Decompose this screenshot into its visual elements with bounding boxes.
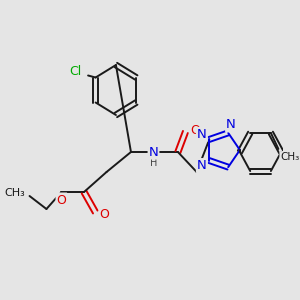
Text: N: N (197, 159, 207, 172)
Text: O: O (100, 208, 110, 220)
Text: H: H (150, 158, 157, 168)
Text: CH₃: CH₃ (4, 188, 25, 198)
Text: CH₃: CH₃ (280, 152, 299, 162)
Text: N: N (197, 128, 207, 141)
Text: N: N (226, 118, 236, 131)
Text: Cl: Cl (69, 65, 81, 78)
Text: O: O (56, 194, 66, 206)
Text: O: O (190, 124, 200, 136)
Text: N: N (148, 146, 158, 158)
